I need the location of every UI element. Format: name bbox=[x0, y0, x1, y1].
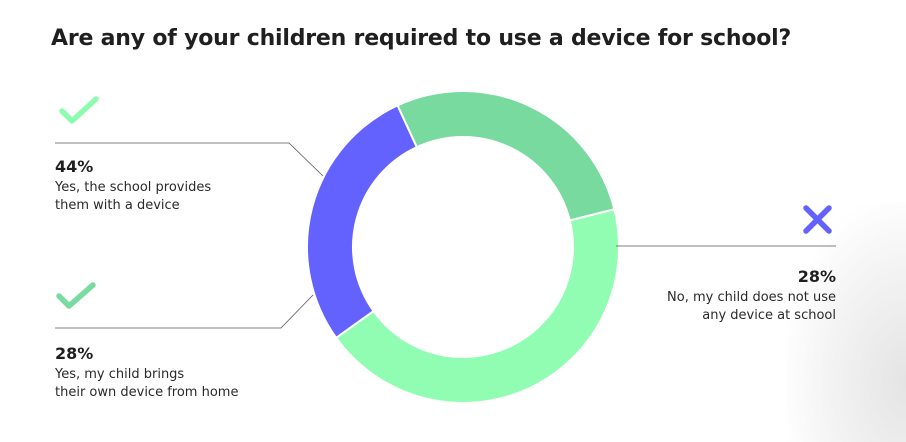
label-own-device: 28% Yes, my child brings their own devic… bbox=[55, 344, 238, 402]
x-icon bbox=[803, 205, 832, 234]
percent-label: 28% bbox=[55, 344, 94, 363]
check-icon bbox=[59, 96, 99, 124]
background-fade bbox=[786, 202, 906, 442]
label-line: No, my child does not use bbox=[667, 290, 836, 305]
leader-line-own-device bbox=[55, 294, 314, 329]
check-icon bbox=[56, 282, 96, 309]
label-line: them with a device bbox=[55, 198, 180, 213]
label-line: Yes, the school provides bbox=[55, 180, 212, 195]
label-line: Yes, my child brings bbox=[55, 367, 185, 382]
label-school-provides: 44% Yes, the school provides them with a… bbox=[55, 157, 211, 215]
percent-label: 28% bbox=[797, 267, 836, 286]
slice-school-provides bbox=[334, 208, 620, 404]
label-line: any device at school bbox=[702, 308, 836, 323]
slice-no-device bbox=[306, 104, 419, 340]
donut-slices bbox=[306, 90, 620, 404]
label-no-device: 28% No, my child does not use any device… bbox=[667, 267, 836, 325]
chart-title: Are any of your children required to use… bbox=[51, 26, 792, 51]
label-line: their own device from home bbox=[55, 385, 239, 400]
slice-own-device bbox=[396, 90, 616, 222]
leader-line-school-provides bbox=[55, 142, 324, 177]
percent-label: 44% bbox=[55, 157, 94, 176]
